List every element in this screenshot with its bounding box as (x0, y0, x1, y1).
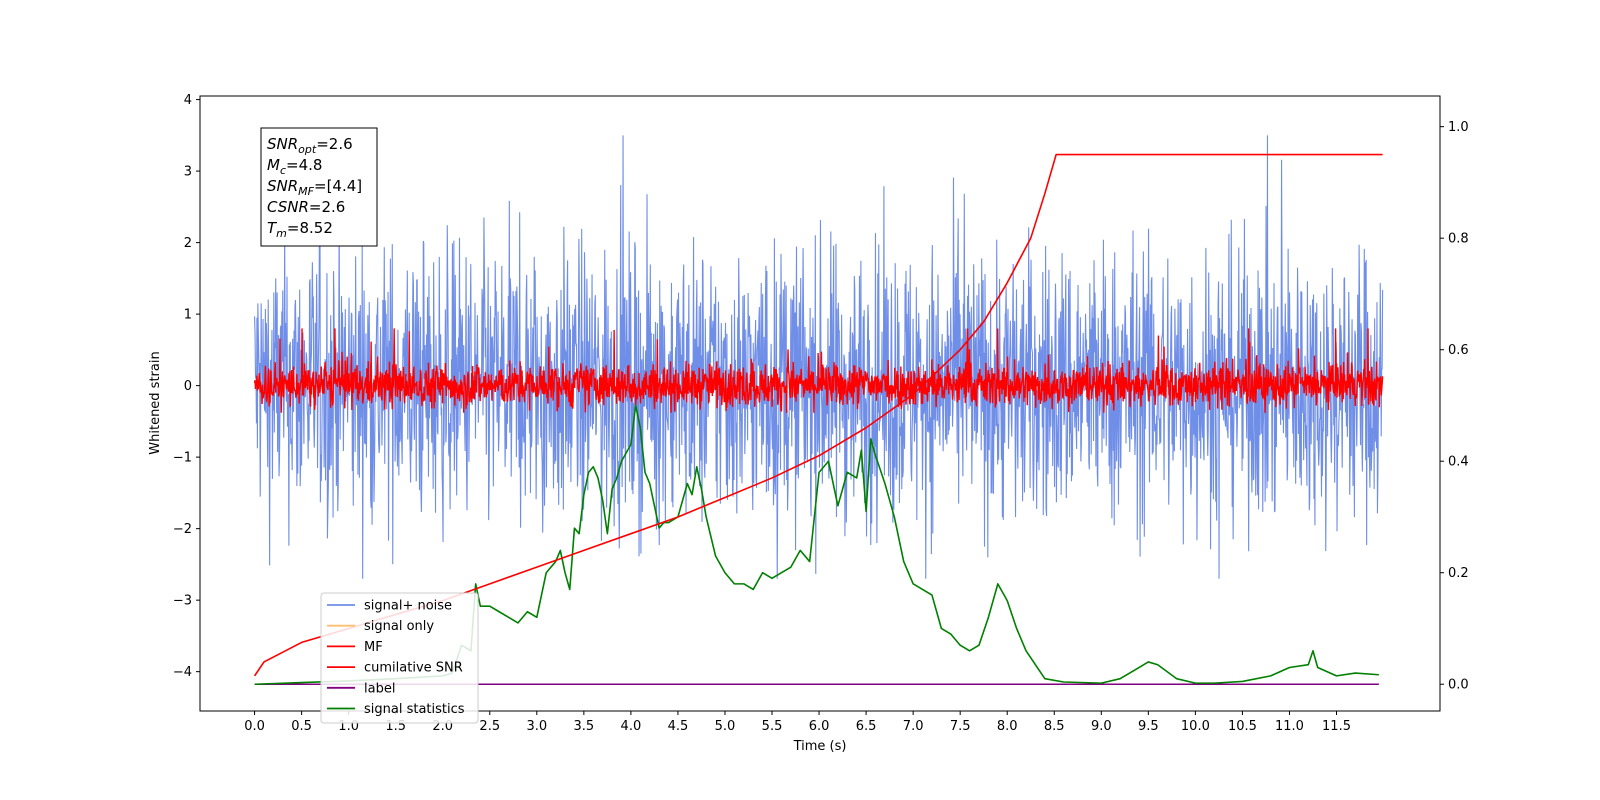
legend-label: signal statistics (364, 702, 465, 717)
left-tick-label: 1 (184, 308, 192, 323)
x-tick-label: 2.5 (479, 719, 500, 734)
right-y-axis: 0.0 0.2 0.4 0.6 0.8 1.0 (1440, 120, 1469, 693)
x-axis-label: Time (s) (793, 739, 847, 754)
right-tick-label: 0.4 (1448, 455, 1469, 470)
left-y-axis: −4 −3 −2 −1 0 1 2 3 4 (173, 93, 200, 680)
x-axis: 0.0 0.5 1.0 1.5 2.0 2.5 3.0 3.5 4.0 4.5 5.0 5.5 6.0 6… (244, 711, 1351, 734)
x-tick-label: 6.5 (856, 719, 877, 734)
left-tick-label: −3 (173, 594, 192, 609)
x-tick-label: 0.0 (244, 719, 265, 734)
right-tick-label: 0.2 (1448, 566, 1469, 581)
right-tick-label: 0.0 (1448, 678, 1469, 693)
x-tick-label: 11.0 (1275, 719, 1304, 734)
x-tick-label: 7.0 (903, 719, 924, 734)
x-tick-label: 3.5 (574, 719, 595, 734)
left-tick-label: 3 (184, 165, 192, 180)
right-tick-label: 0.6 (1448, 343, 1469, 358)
annotation-box-frame (260, 127, 378, 247)
left-tick-label: 2 (184, 236, 192, 251)
plot-frame (199, 95, 1441, 712)
annotation-mc: Mc=4.8 (267, 156, 322, 177)
annotation-tm: Tm=8.52 (267, 219, 333, 240)
x-tick-label: 9.0 (1091, 719, 1112, 734)
x-tick-label: 0.5 (291, 719, 312, 734)
x-tick-label: 10.5 (1228, 719, 1257, 734)
x-tick-label: 6.0 (809, 719, 830, 734)
left-tick-label: −1 (173, 451, 192, 466)
series-signal-statistics (254, 404, 1379, 686)
x-tick-label: 11.5 (1322, 719, 1351, 734)
y-axis-label: Whitened strain (148, 351, 163, 454)
right-tick-label: 0.8 (1448, 232, 1469, 247)
legend: signal+ noise signal only MF cumilative SNR… (320, 592, 479, 724)
annotation-snr-opt: SNRopt=2.6 (267, 135, 353, 156)
left-tick-label: −2 (173, 522, 192, 537)
right-tick-label: 1.0 (1448, 120, 1469, 135)
x-tick-label: 9.5 (1138, 719, 1159, 734)
x-tick-label: 8.0 (997, 719, 1018, 734)
x-tick-label: 3.0 (526, 719, 547, 734)
legend-label: signal only (364, 619, 434, 634)
x-tick-label: 5.0 (715, 719, 736, 734)
x-tick-label: 5.5 (762, 719, 783, 734)
x-tick-label: 8.5 (1044, 719, 1065, 734)
legend-frame (320, 592, 479, 724)
legend-label: cumilative SNR (364, 661, 463, 676)
annotation-box: SNRopt=2.6 Mc=4.8 SNRMF=[4.4] CSNR=2.6 T… (260, 127, 378, 247)
legend-label: signal+ noise (364, 599, 452, 614)
left-tick-label: −4 (173, 665, 192, 680)
left-tick-label: 4 (184, 93, 192, 108)
left-tick-label: 0 (184, 379, 192, 394)
annotation-csnr: CSNR=2.6 (267, 198, 345, 216)
x-tick-label: 7.5 (950, 719, 971, 734)
series-mf (253, 328, 1384, 413)
x-tick-label: 4.5 (668, 719, 689, 734)
legend-label: label (364, 681, 395, 696)
x-tick-label: 10.0 (1181, 719, 1210, 734)
annotation-snr-mf: SNRMF=[4.4] (267, 177, 362, 198)
legend-label: MF (364, 640, 383, 655)
x-tick-label: 4.0 (621, 719, 642, 734)
